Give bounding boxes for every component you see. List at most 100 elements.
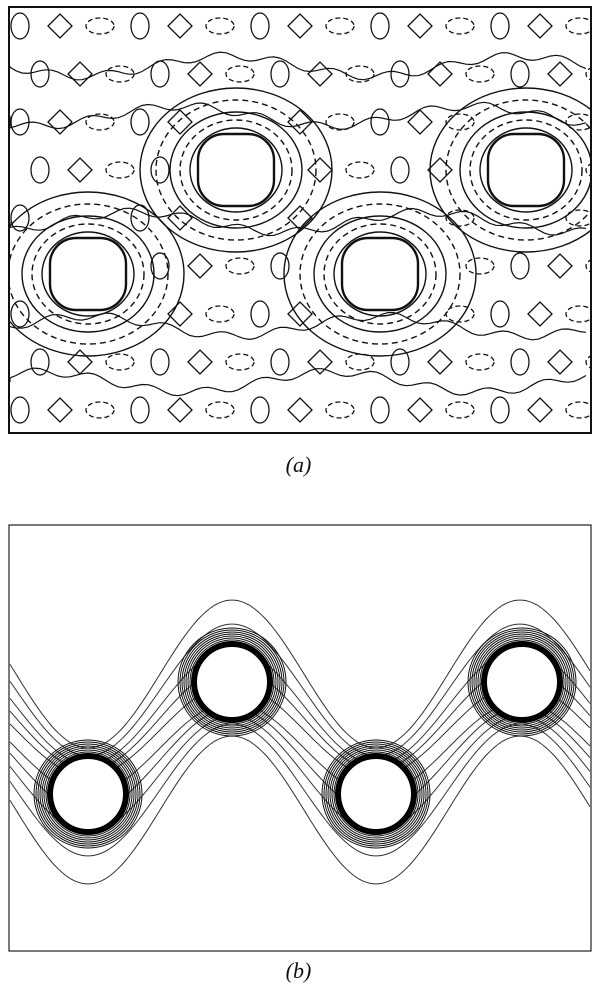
contour-ring	[479, 639, 565, 725]
contour-loop	[407, 109, 433, 135]
contour-loop	[465, 353, 495, 371]
contour-loop	[30, 60, 50, 88]
contour-loop	[427, 157, 453, 183]
contour-ring	[475, 635, 569, 729]
contour-loop	[85, 113, 115, 131]
contour-ring	[155, 99, 317, 241]
contour-ring	[469, 119, 583, 221]
contour-loop	[565, 17, 592, 35]
contour-loop	[205, 17, 235, 35]
contour-loop	[445, 401, 475, 419]
contour-loop	[345, 161, 375, 179]
contour-ring	[189, 127, 283, 213]
contour-loop	[390, 156, 410, 184]
contour-ring	[169, 111, 303, 229]
contour-ring	[37, 743, 139, 845]
contour-loop	[547, 349, 573, 375]
contour-loop	[167, 13, 193, 39]
contour-loop	[130, 12, 150, 40]
contour-ring	[179, 119, 293, 221]
panel-b-holes	[47, 641, 563, 835]
contour-loop	[307, 157, 333, 183]
contour-loop	[527, 13, 553, 39]
caption-b: (b)	[285, 958, 312, 983]
contour-ring	[43, 749, 133, 839]
contour-loop	[10, 204, 30, 232]
contour-ring	[41, 747, 135, 841]
panel-a-holes	[48, 132, 566, 312]
contour-ring	[479, 127, 573, 213]
contour-loop	[547, 253, 573, 279]
hole	[486, 132, 566, 208]
contour-ring	[187, 637, 277, 727]
contour-ring	[39, 745, 137, 843]
contour-ring	[429, 87, 592, 253]
contour-ring	[313, 215, 447, 333]
contour-loop	[85, 17, 115, 35]
contour-loop	[407, 13, 433, 39]
contour-ring	[323, 741, 429, 847]
contour-loop	[270, 348, 290, 376]
panel-a-svg	[8, 6, 592, 434]
contour-ring	[21, 215, 155, 333]
contour-loop	[167, 109, 193, 135]
contour-loop	[585, 162, 592, 178]
contour-ring	[477, 637, 567, 727]
contour-ring	[185, 635, 279, 729]
contour-loop	[345, 353, 375, 371]
contour-loop	[10, 300, 30, 328]
contour-loop	[30, 156, 50, 184]
contour-ring	[177, 627, 287, 737]
contour-loop	[465, 257, 495, 275]
contour-loop	[287, 205, 313, 231]
contour-loop	[445, 17, 475, 35]
hole	[335, 753, 417, 835]
contour-line	[9, 51, 587, 81]
contour-loop	[287, 13, 313, 39]
contour-loop	[585, 258, 592, 274]
contour-ring	[323, 223, 437, 325]
contour-loop	[205, 305, 235, 323]
contour-ring	[333, 751, 419, 837]
contour-ring	[325, 743, 427, 845]
contour-loop	[565, 401, 592, 419]
contour-loop	[47, 109, 73, 135]
contour-loop	[10, 108, 30, 136]
contour-loop	[130, 204, 150, 232]
contour-loop	[270, 252, 290, 280]
contour-loop	[130, 108, 150, 136]
contour-loop	[565, 305, 592, 323]
hole	[481, 641, 563, 723]
contour-loop	[270, 60, 290, 88]
contour-loop	[465, 65, 495, 83]
contour-ring	[35, 741, 141, 847]
contour-loop	[445, 305, 475, 323]
contour-loop	[250, 12, 270, 40]
contour-loop	[187, 61, 213, 87]
contour-loop	[167, 205, 193, 231]
contour-line	[9, 312, 587, 341]
contour-ring	[331, 749, 421, 839]
contour-loop	[370, 12, 390, 40]
contour-ring	[299, 203, 461, 345]
contour-loop	[490, 12, 510, 40]
contour-loop	[407, 397, 433, 423]
contour-loop	[47, 13, 73, 39]
caption-a: (a)	[285, 452, 312, 477]
contour-loop	[150, 252, 170, 280]
contour-loop	[167, 301, 193, 327]
contour-loop	[547, 61, 573, 87]
contour-ring	[189, 639, 275, 725]
contour-line	[9, 367, 587, 397]
contour-ring	[181, 631, 283, 733]
contour-loop	[490, 396, 510, 424]
contour-loop	[250, 300, 270, 328]
contour-ring	[41, 231, 135, 317]
contour-loop	[490, 300, 510, 328]
contour-loop	[250, 396, 270, 424]
hole	[196, 132, 276, 208]
contour-loop	[527, 301, 553, 327]
contour-loop	[187, 253, 213, 279]
contour-ring	[327, 745, 425, 843]
contour-loop	[205, 401, 235, 419]
